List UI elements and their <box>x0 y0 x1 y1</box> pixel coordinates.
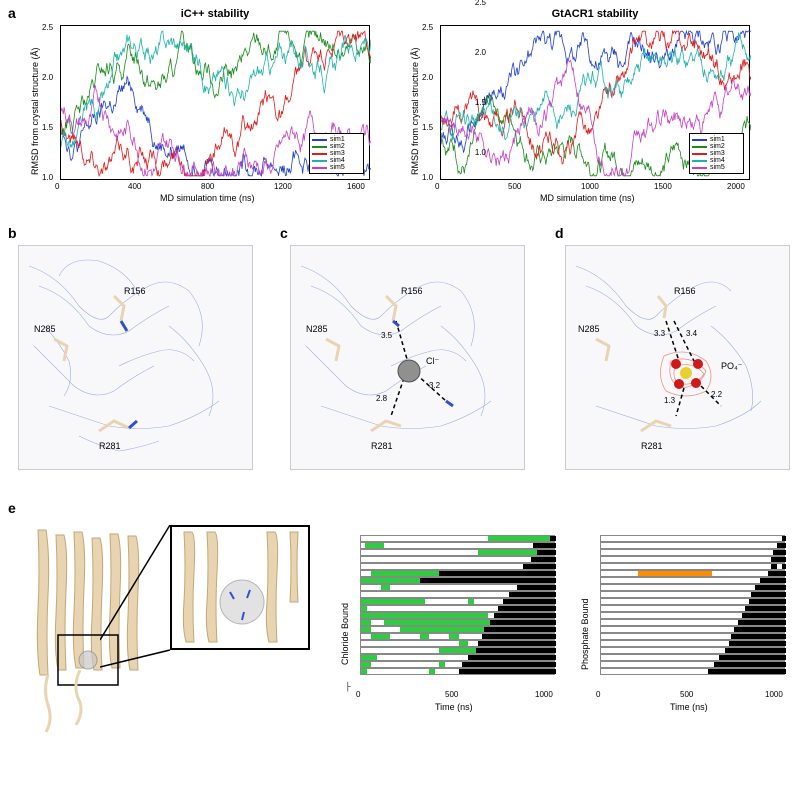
residue-r281-c: R281 <box>371 441 393 451</box>
panel-label-b: b <box>8 225 17 241</box>
residue-r156-c: R156 <box>401 286 423 296</box>
structure-panel-b: R156 N285 R281 <box>18 245 253 470</box>
ylabel-left: RMSD from crystal structure (Å) <box>30 47 40 175</box>
protein-inset <box>170 525 310 650</box>
xlabel-left: MD simulation time (ns) <box>160 193 255 203</box>
residue-r281-d: R281 <box>641 441 663 451</box>
residue-n285-d: N285 <box>578 324 600 334</box>
dist-d-3: 2.2 <box>711 390 722 399</box>
phosphate-xlabel: Time (ns) <box>670 702 708 712</box>
ylabel-right: RMSD from crystal structure (Å) <box>410 47 420 175</box>
chloride-ion <box>398 360 420 382</box>
structure-svg-c <box>291 246 525 470</box>
rmsd-chart-right: sim1sim2sim3sim4sim5 <box>440 25 750 180</box>
residue-r156-d: R156 <box>674 286 696 296</box>
residue-r281-b: R281 <box>99 441 121 451</box>
legend-left: sim1sim2sim3sim4sim5 <box>309 133 364 174</box>
structure-svg-b <box>19 246 253 470</box>
structure-panel-c: R156 N285 R281 Cl⁻ 3.5 3.2 2.8 <box>290 245 525 470</box>
chloride-tick-0: 0 <box>356 690 360 699</box>
phosphate-ylabel: Phosphate Bound <box>580 598 590 670</box>
chart-title-left: iC++ stability <box>60 8 370 20</box>
rmsd-chart-left: sim1sim2sim3sim4sim5 <box>60 25 370 180</box>
dist-d-0: 3.3 <box>654 329 665 338</box>
chloride-timeline <box>360 535 555 675</box>
residue-n285-b: N285 <box>34 324 56 334</box>
structure-svg-d <box>566 246 790 470</box>
ion-cl: Cl⁻ <box>426 356 439 367</box>
panel-label-e: e <box>8 500 16 516</box>
inset-connector <box>100 525 175 670</box>
chloride-xlabel: Time (ns) <box>435 702 473 712</box>
chloride-tick-2: 1000 <box>535 690 553 699</box>
residue-n285-c: N285 <box>306 324 328 334</box>
ion-po4: PO₄⁻ <box>721 361 742 372</box>
residue-r156-b: R156 <box>124 286 146 296</box>
dist-c-0: 3.5 <box>381 331 392 340</box>
phosphate-tick-2: 1000 <box>765 690 783 699</box>
chart-title-right: GtACR1 stability <box>440 8 750 20</box>
panel-label-c: c <box>280 225 288 241</box>
dist-c-2: 2.8 <box>376 394 387 403</box>
chloride-tick-1: 500 <box>445 690 458 699</box>
chloride-ylabel: Chloride Bound <box>340 603 350 665</box>
panel-label-a: a <box>8 5 16 21</box>
phosphate-tick-0: 0 <box>596 690 600 699</box>
phosphate-timeline <box>600 535 785 675</box>
dist-c-1: 3.2 <box>429 381 440 390</box>
xlabel-right: MD simulation time (ns) <box>540 193 635 203</box>
phosphate-tick-1: 500 <box>680 690 693 699</box>
legend-right: sim1sim2sim3sim4sim5 <box>689 133 744 174</box>
panel-label-d: d <box>555 225 564 241</box>
dist-d-1: 3.4 <box>686 329 697 338</box>
structure-panel-d: R156 N285 R281 PO₄⁻ 3.3 3.4 1.3 2.2 <box>565 245 790 470</box>
dist-d-2: 1.3 <box>664 396 675 405</box>
